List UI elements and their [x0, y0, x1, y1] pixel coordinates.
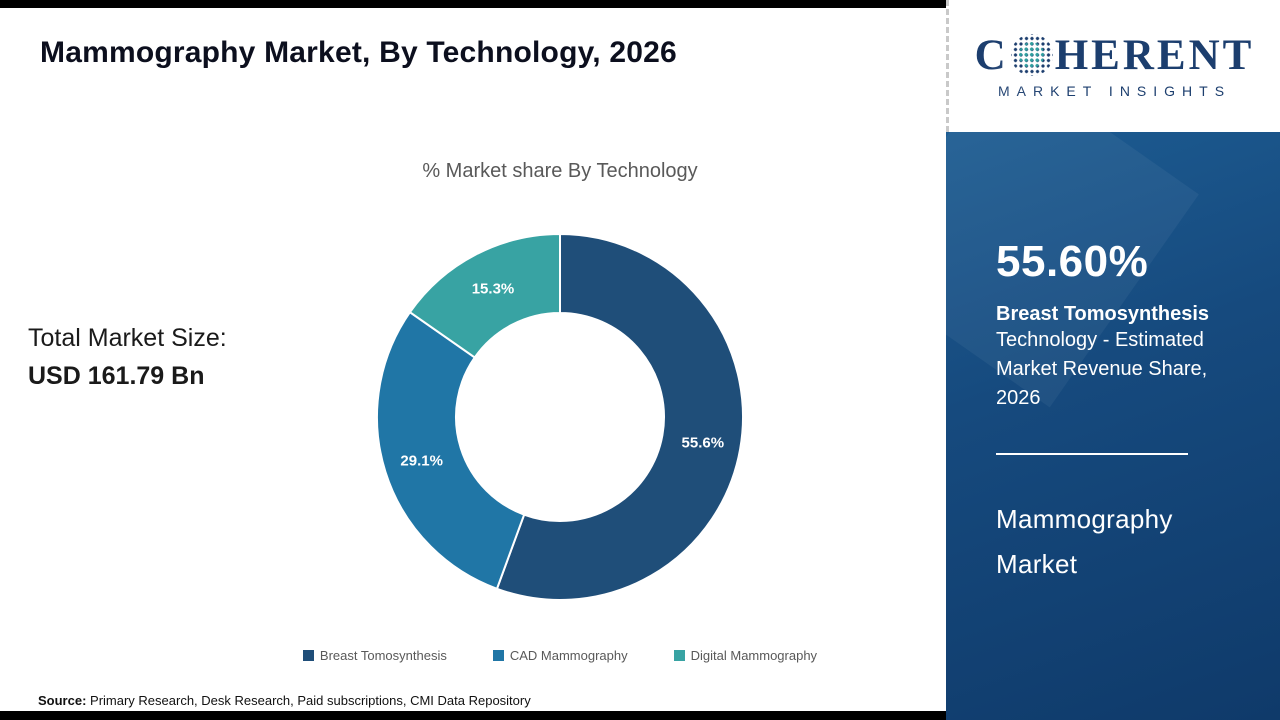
logo-word-start: C [974, 31, 1009, 79]
chart-title: % Market share By Technology [422, 160, 698, 182]
legend-swatch-icon [673, 650, 685, 661]
legend-swatch-icon [492, 650, 504, 661]
report-name-line1: Mammography [996, 504, 1173, 534]
legend-label: CAD Mammography [509, 648, 628, 663]
highlight-percentage: 55.60% [996, 237, 1149, 286]
highlight-desc-line3: Market Revenue Share, [996, 358, 1208, 380]
report-name: Mammography Market [996, 497, 1240, 586]
legend-item: Digital Mammography [673, 648, 818, 663]
source-text: Primary Research, Desk Research, Paid su… [86, 693, 531, 708]
chart-legend: Breast Tomosynthesis CAD Mammography Digit… [186, 648, 934, 663]
total-market-size: Total Market Size: USD 161.79 Bn [28, 324, 227, 391]
donut-slice-1 [375, 310, 526, 591]
highlight-segment-name: Breast Tomosynthesis [996, 303, 1210, 325]
donut-chart: 55.6% 29.1% 15.3% [375, 232, 744, 601]
legend-item: CAD Mammography [492, 648, 628, 663]
slice-value-label: 29.1% [400, 453, 443, 470]
logo-area: C HERENT MARKET INSIGHTS [946, 0, 1280, 132]
total-market-size-value: USD 161.79 Bn [28, 362, 205, 390]
globe-dot-inner [1019, 42, 1045, 68]
logo-word-end: HERENT [1054, 31, 1255, 79]
donut-slice-0 [495, 232, 744, 601]
top-black-bar [0, 0, 946, 8]
legend-label: Breast Tomosynthesis [319, 648, 447, 663]
donut-slice-2 [408, 232, 561, 359]
logo: C HERENT [975, 34, 1255, 77]
legend-swatch-icon [302, 650, 314, 661]
report-name-line2: Market [996, 548, 1078, 579]
slice-value-label: 55.6% [682, 434, 725, 451]
legend-item: Breast Tomosynthesis [302, 648, 447, 663]
legend-label: Digital Mammography [690, 648, 818, 663]
logo-subtitle: MARKET INSIGHTS [997, 82, 1232, 99]
page-title: Mammography Market, By Technology, 2026 [40, 36, 677, 69]
total-market-size-label: Total Market Size: [28, 324, 227, 352]
highlight-panel: 55.60% Breast Tomosynthesis Technology -… [946, 132, 1280, 720]
source-line: Source: Primary Research, Desk Research,… [38, 693, 531, 708]
highlight-desc-line4: 2026 [996, 387, 1041, 409]
slice-value-label: 15.3% [472, 280, 515, 297]
bottom-black-bar [0, 711, 946, 720]
source-label: Source: [38, 693, 87, 708]
panel-divider [996, 453, 1188, 455]
highlight-desc-line2: Technology - Estimated [996, 329, 1204, 351]
globe-dot-icon [1010, 34, 1053, 76]
